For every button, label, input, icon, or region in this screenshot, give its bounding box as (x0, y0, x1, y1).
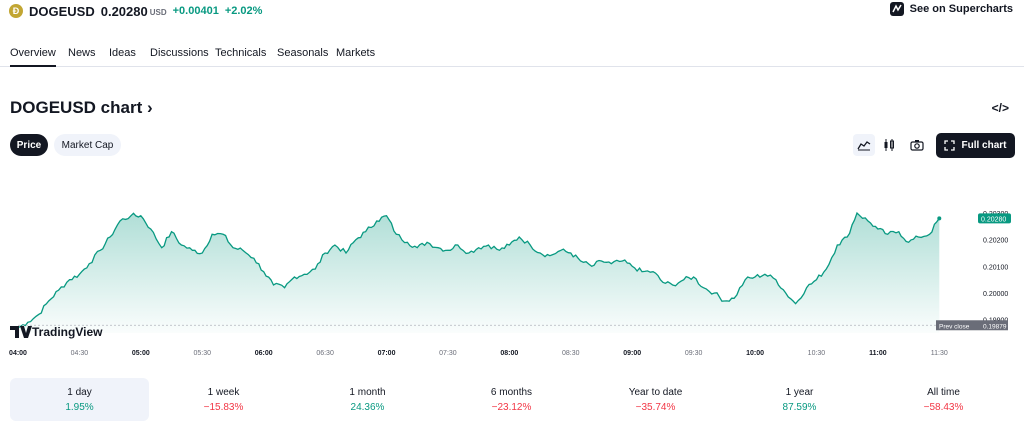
prev-close-label: Prev close 0.19879 (936, 320, 1008, 331)
perf-value: 1.95% (65, 402, 94, 413)
last-price-value: 0.20280 (981, 216, 1006, 223)
x-tick-label: 10:30 (808, 350, 826, 357)
prev-close-text: Prev close (939, 323, 970, 330)
see-on-supercharts-link[interactable]: See on Supercharts (889, 2, 1013, 16)
price-change-absolute: +0.00401 (172, 5, 219, 17)
tab-overview[interactable]: Overview (10, 47, 56, 67)
performance-row: 1 day 1.95% 1 week −15.83% 1 month 24.36… (0, 376, 1024, 421)
x-tick-label: 05:30 (193, 350, 211, 357)
market-cap-toggle-button[interactable]: Market Cap (54, 134, 121, 156)
perf-1-day[interactable]: 1 day 1.95% (10, 378, 149, 421)
tab-news[interactable]: News (68, 47, 96, 59)
currency-label: USD (149, 8, 167, 17)
tradingview-logo: TradingView (10, 325, 103, 339)
perf-value: −58.43% (923, 402, 964, 413)
x-tick-label: 06:00 (255, 350, 273, 357)
x-tick-label: 07:30 (439, 350, 457, 357)
perf-label: Year to date (628, 387, 683, 398)
perf-6-months[interactable]: 6 months −23.12% (442, 378, 581, 421)
area-chart-icon (857, 141, 871, 151)
x-tick-label: 11:00 (869, 350, 887, 357)
symbol-tabs: Overview News Ideas Discussions Technica… (0, 42, 1024, 67)
x-tick-label: 11:30 (931, 350, 948, 357)
prev-close-tag (936, 320, 1008, 331)
candlestick-icon (884, 139, 894, 151)
chart-title-link[interactable]: DOGEUSD chart › (10, 98, 153, 117)
y-tick-label: 0.20200 (983, 238, 1008, 245)
camera-icon (910, 140, 924, 151)
perf-value: 87.59% (782, 402, 817, 413)
tab-ideas[interactable]: Ideas (109, 47, 136, 59)
tab-seasonals[interactable]: Seasonals (277, 47, 329, 59)
perf-label: 6 months (490, 387, 533, 398)
price-area (18, 213, 940, 333)
perf-value: −15.83% (203, 402, 244, 413)
y-tick-label: 0.20100 (983, 264, 1008, 271)
x-axis: 04:00 04:30 05:00 05:30 06:00 06:30 07:00 07:30… (9, 350, 948, 357)
full-chart-label: Full chart (961, 140, 1007, 151)
perf-label: 1 day (67, 387, 92, 398)
perf-label: 1 week (207, 387, 240, 398)
price-line (17, 211, 940, 329)
prev-close-value: 0.19879 (983, 323, 1007, 330)
perf-label: 1 year (785, 387, 814, 398)
x-tick-label: 09:00 (623, 350, 641, 357)
full-chart-button[interactable]: Full chart (936, 133, 1015, 158)
perf-1-month[interactable]: 1 month 24.36% (298, 378, 437, 421)
x-tick-label: 10:00 (746, 350, 764, 357)
price-change-percent: +2.02% (224, 5, 263, 17)
line-chart-style-button[interactable] (853, 134, 875, 156)
x-tick-label: 07:00 (378, 350, 396, 357)
supercharts-icon (889, 2, 904, 16)
perf-value: −23.12% (491, 402, 532, 413)
dogecoin-logo-icon: Ð (9, 4, 23, 18)
x-tick-label: 08:30 (562, 350, 580, 357)
last-price-label: 0.20280 (937, 213, 1011, 224)
perf-label: All time (927, 387, 960, 398)
perf-1-week[interactable]: 1 week −15.83% (154, 378, 293, 421)
x-tick-label: 04:00 (9, 350, 27, 357)
snapshot-button[interactable] (906, 134, 928, 156)
symbol-header: Ð DOGEUSD 0.20280 USD +0.00401 +2.02% Se… (0, 0, 1024, 22)
x-tick-label: 06:30 (316, 350, 334, 357)
x-tick-label: 04:30 (71, 350, 89, 357)
x-tick-label: 09:30 (685, 350, 703, 357)
embed-code-icon[interactable]: </> (991, 101, 1009, 115)
supercharts-label: See on Supercharts (909, 3, 1013, 15)
perf-value: −35.74% (635, 402, 676, 413)
tradingview-wordmark: TradingView (32, 325, 103, 339)
candles-chart-style-button[interactable] (878, 134, 900, 156)
last-price-dot (937, 216, 942, 221)
symbol-name: DOGEUSD (29, 3, 95, 19)
price-toggle-button[interactable]: Price (10, 134, 48, 156)
perf-label: 1 month (349, 387, 386, 398)
current-price: 0.20280 (100, 3, 148, 19)
perf-all-time[interactable]: All time −58.43% (874, 378, 1013, 421)
x-tick-label: 05:00 (132, 350, 150, 357)
tab-markets[interactable]: Markets (336, 47, 376, 59)
tab-discussions[interactable]: Discussions (150, 47, 209, 59)
x-tick-label: 08:00 (500, 350, 518, 357)
perf-value: 24.36% (350, 402, 385, 413)
last-price-tag (978, 213, 1011, 224)
perf-year-to-date[interactable]: Year to date −35.74% (586, 378, 725, 421)
y-tick-label: 0.20000 (983, 291, 1008, 298)
perf-1-year[interactable]: 1 year 87.59% (730, 378, 869, 421)
expand-icon (944, 140, 956, 151)
tab-technicals[interactable]: Technicals (215, 47, 267, 59)
